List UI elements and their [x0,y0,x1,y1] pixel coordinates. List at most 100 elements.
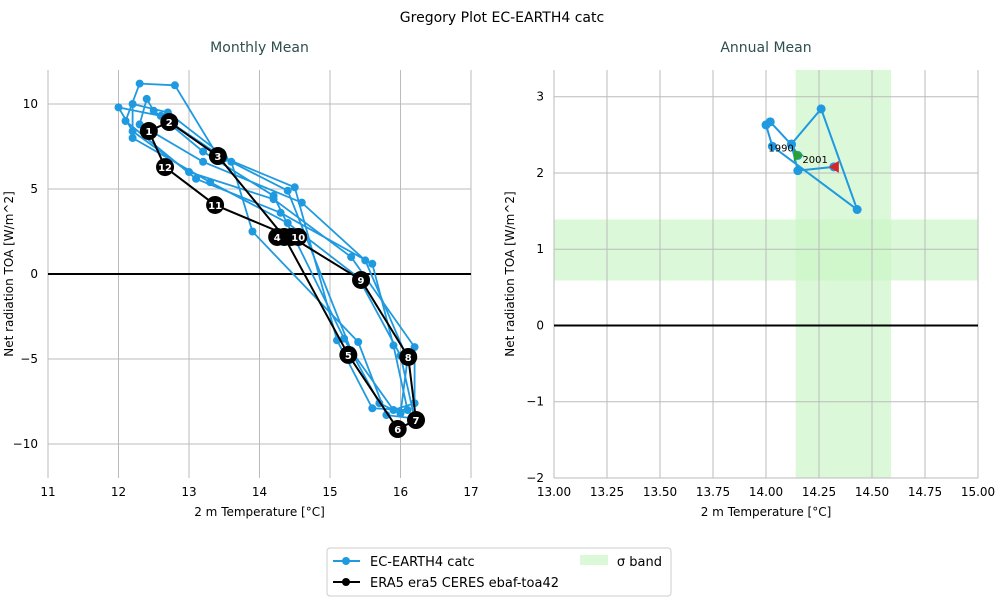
obs-month-label: 4 [274,233,281,244]
obs-month-label: 5 [345,351,352,362]
obs-point [156,158,175,177]
obs-point [206,195,225,214]
obs-point [139,122,158,141]
y-tick-label: 10 [23,97,38,111]
model-point [765,117,775,127]
obs-month-label: 8 [405,353,412,364]
model-point [368,259,377,268]
model-point [767,141,777,151]
x-axis-label: 2 m Temperature [°C] [194,505,325,519]
obs-month-label: 3 [214,152,221,163]
plot-title: Monthly Mean [210,40,309,56]
model-point [816,104,826,114]
model-point [396,409,405,418]
x-tick-label: 15.00 [961,485,995,499]
obs-month-label: 11 [208,201,222,212]
x-tick-label: 14.75 [908,485,942,499]
model-point [128,100,137,108]
y-axis-label: Net radiation TOA [W/m^2] [2,191,16,357]
obs-label-backdrop [289,227,308,246]
y-tick-label: 0 [30,267,38,281]
x-tick-label: 13.75 [696,485,730,499]
annual-mean-plot: Annual Mean 13.00 13.25 13.50 13.75 14.00 14.2… [503,40,995,519]
x-tick-label: 16 [393,485,408,499]
obs-month-label: 6 [394,425,401,436]
x-axis-label: 2 m Temperature [°C] [701,505,832,519]
y-tick-label: −10 [13,437,38,451]
y-tick-label: −2 [526,471,544,485]
model-point [128,134,137,142]
x-tick-label: 17 [463,485,478,499]
y-tick-label: −1 [526,395,544,409]
model-point [114,103,123,112]
obs-month-label: 10 [291,233,305,244]
obs-point [352,270,371,289]
legend-model: EC-EARTH4 catc [370,555,475,570]
obs-point [399,347,418,366]
model-point [142,94,151,103]
obs-month-label: 1 [145,127,152,138]
model-point [199,157,208,166]
obs-point [160,113,179,132]
obs-label-backdrop [268,227,287,246]
end-marker [828,160,839,173]
x-tick-label: 11 [40,485,55,499]
model-point [121,117,130,125]
x-tick-label: 14.00 [749,485,783,499]
legend-obs: ERA5 era5 CERES ebaf-toa42 [370,576,559,591]
plot-title: Annual Mean [720,40,811,56]
legend-model-marker [342,557,350,565]
y-tick-label: 3 [536,90,544,104]
obs-month-label: 12 [158,163,172,174]
x-tick-label: 14.50 [855,485,889,499]
model-point [793,166,803,176]
model-point [170,81,179,90]
obs-month-label: 7 [413,416,420,427]
x-tick-label: 14.25 [802,485,836,499]
x-tick-label: 13 [181,485,196,499]
x-tick-label: 12 [111,485,126,499]
model-point [786,140,796,150]
legend-band: σ band [617,555,662,570]
model-point [192,174,201,183]
y-tick-label: 0 [536,318,544,332]
start-marker [793,149,804,162]
model-point [382,411,391,420]
figure-title: Gregory Plot EC-EARTH4 catc [400,10,604,26]
legend: EC-EARTH4 catc ERA5 era5 CERES ebaf-toa4… [326,547,672,597]
y-axis-label: Net radiation TOA [W/m^2] [503,191,517,357]
legend-band-swatch [580,555,608,565]
model-point [283,219,292,227]
y-tick-label: 2 [536,166,544,180]
legend-obs-marker [342,578,350,586]
model-point [283,186,292,195]
model-point [347,253,356,261]
model-point [248,227,257,236]
obs-point [208,147,227,166]
obs-month-label: 2 [166,118,173,129]
obs-point [339,345,358,364]
model-point [276,208,285,217]
obs-point [388,420,407,439]
y-tick-label: 5 [30,182,38,196]
y-tick-label: −5 [20,352,38,366]
model-point [227,157,236,166]
x-tick-label: 15 [322,485,337,499]
obs-month-label: 9 [358,276,365,287]
y-tick-label: 1 [536,242,544,256]
model-point [290,183,299,192]
model-point [135,79,144,88]
obs-point [407,411,426,430]
model-point [206,178,215,187]
model-point [354,338,363,346]
x-tick-label: 13.00 [537,485,571,499]
year-annotation: 1990 [768,143,793,154]
x-tick-label: 13.25 [590,485,624,499]
model-point [852,205,862,215]
model-point [199,147,208,156]
model-point [368,404,377,413]
year-annotation: 2001 [802,155,827,166]
x-tick-label: 13.50 [643,485,677,499]
